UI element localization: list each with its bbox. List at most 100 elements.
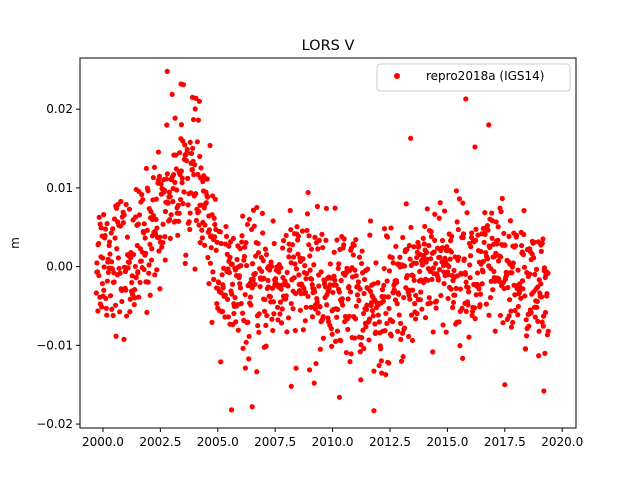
data-point — [481, 239, 487, 245]
data-point — [182, 142, 188, 148]
data-point — [347, 359, 353, 365]
data-point — [235, 327, 241, 333]
data-point — [304, 271, 310, 277]
data-point — [515, 267, 521, 273]
data-point — [532, 314, 538, 320]
x-tick-label: 2015.0 — [426, 435, 468, 449]
data-point — [545, 270, 551, 276]
data-point — [286, 254, 292, 260]
data-point — [123, 287, 129, 293]
data-point — [284, 329, 290, 335]
data-point — [246, 216, 252, 222]
data-point — [152, 272, 158, 278]
data-point — [113, 205, 120, 211]
data-point — [369, 308, 376, 314]
data-point — [491, 268, 497, 275]
data-point — [441, 281, 447, 287]
data-point — [96, 214, 102, 220]
data-point — [240, 213, 246, 219]
data-point — [386, 360, 392, 366]
data-point — [275, 317, 281, 323]
data-point — [527, 271, 533, 277]
data-point — [288, 300, 294, 307]
data-point — [139, 192, 145, 198]
data-point — [430, 349, 436, 355]
data-point — [146, 270, 152, 276]
data-point — [133, 275, 139, 281]
data-point — [261, 275, 267, 281]
data-point — [523, 317, 529, 323]
data-point — [185, 202, 191, 208]
data-point — [401, 325, 408, 331]
data-point — [218, 290, 224, 296]
data-point — [489, 210, 495, 216]
data-point — [414, 310, 420, 317]
data-point — [230, 235, 237, 242]
data-point — [539, 294, 545, 300]
data-point — [339, 302, 346, 308]
y-tick-label: −0.01 — [36, 338, 73, 352]
data-point — [398, 358, 405, 364]
data-point — [171, 171, 177, 178]
data-point — [516, 289, 522, 296]
data-point — [508, 324, 515, 330]
data-point — [109, 306, 115, 312]
data-point — [502, 242, 508, 248]
data-point — [487, 294, 494, 301]
data-point — [234, 256, 240, 263]
data-point — [209, 319, 215, 326]
data-point — [329, 343, 335, 349]
data-point — [483, 301, 489, 307]
data-point — [393, 243, 399, 250]
data-point — [360, 327, 366, 333]
data-point — [106, 239, 113, 245]
data-point — [269, 285, 276, 291]
data-point — [364, 302, 370, 308]
data-point — [270, 218, 276, 224]
data-point — [486, 122, 492, 128]
data-point — [469, 230, 475, 236]
data-point — [428, 256, 434, 262]
data-point — [147, 241, 153, 247]
data-point — [150, 213, 157, 219]
data-point — [224, 296, 231, 302]
data-point — [501, 230, 507, 237]
data-point — [99, 304, 105, 310]
data-point — [425, 277, 431, 283]
data-point — [533, 266, 540, 272]
data-point — [413, 260, 419, 266]
data-point — [394, 301, 400, 307]
data-point — [343, 349, 349, 356]
data-point — [536, 353, 542, 359]
data-point — [210, 269, 216, 275]
data-point — [467, 275, 473, 281]
data-point — [466, 289, 472, 295]
data-point — [275, 304, 281, 310]
data-point — [478, 248, 484, 255]
data-point — [231, 310, 237, 317]
data-point — [309, 314, 316, 320]
data-point — [480, 269, 486, 275]
data-point — [306, 242, 312, 248]
data-point — [288, 227, 294, 233]
data-point — [287, 207, 293, 214]
data-point — [107, 293, 114, 299]
data-point — [151, 164, 158, 170]
data-point — [500, 320, 506, 326]
data-point — [167, 235, 173, 241]
data-point — [396, 291, 402, 297]
data-point — [460, 200, 466, 206]
data-point — [386, 305, 392, 312]
data-point — [477, 291, 484, 297]
data-point — [222, 292, 228, 298]
data-point — [190, 116, 197, 123]
data-point — [180, 138, 186, 144]
data-point — [522, 293, 528, 299]
data-point — [299, 228, 306, 234]
data-point — [187, 226, 193, 233]
data-point — [528, 310, 534, 316]
data-point — [96, 240, 102, 247]
data-point — [189, 94, 196, 100]
data-point — [534, 304, 540, 310]
